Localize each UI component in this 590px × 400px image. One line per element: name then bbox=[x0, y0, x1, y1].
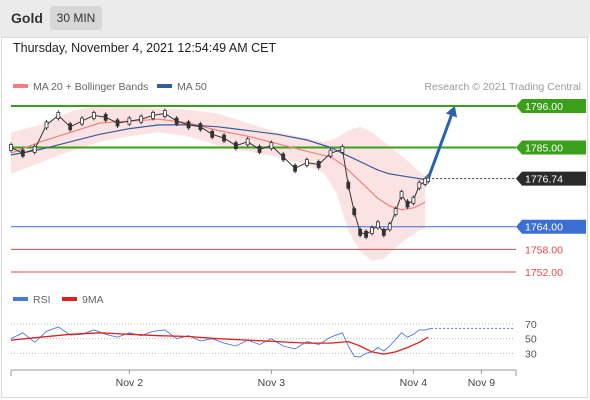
level-label: 1758.00 bbox=[525, 244, 563, 256]
price-candle bbox=[210, 130, 215, 138]
asset-name: Gold bbox=[11, 10, 43, 26]
timeframe-badge[interactable]: 30 MIN bbox=[50, 6, 102, 30]
legend-label: MA 50 bbox=[177, 81, 207, 93]
x-tick-label: Nov 3 bbox=[258, 377, 286, 389]
legend-swatch bbox=[13, 84, 28, 88]
price-candle bbox=[381, 228, 386, 236]
ma50-line bbox=[10, 124, 426, 181]
forecast-arrow-head bbox=[445, 106, 458, 118]
level-tag bbox=[516, 219, 586, 234]
price-candle bbox=[328, 149, 333, 157]
rsi-tick-label: 30 bbox=[525, 348, 537, 360]
ma20-line bbox=[10, 118, 426, 211]
rsi-line bbox=[10, 326, 432, 358]
price-candle bbox=[245, 138, 250, 146]
last-price-label: 1776.74 bbox=[525, 174, 563, 186]
price-candle bbox=[222, 134, 226, 142]
level-tag bbox=[516, 99, 586, 113]
price-candle bbox=[346, 181, 351, 189]
price-candle bbox=[340, 145, 345, 153]
x-tick-label: Nov 4 bbox=[400, 377, 428, 389]
x-tick-label: Nov 9 bbox=[468, 377, 496, 389]
price-candle bbox=[364, 230, 368, 238]
level-label: 1764.00 bbox=[525, 222, 563, 234]
x-tick-label: Nov 2 bbox=[116, 377, 144, 389]
price-candle bbox=[115, 119, 120, 127]
price-candle bbox=[151, 112, 155, 119]
price-candle bbox=[399, 191, 404, 199]
price-candle bbox=[281, 153, 286, 161]
level-label: 1796.00 bbox=[525, 101, 563, 113]
price-candle bbox=[174, 117, 179, 125]
level-label: 1752.00 bbox=[525, 267, 563, 279]
price-candle bbox=[91, 112, 96, 119]
chart-frame bbox=[1, 37, 588, 398]
price-candle bbox=[257, 145, 262, 153]
rsi-legend-swatch bbox=[13, 297, 28, 301]
price-candle bbox=[411, 196, 416, 204]
price-candle bbox=[139, 115, 144, 123]
price-candle bbox=[103, 113, 108, 121]
price-candle bbox=[358, 228, 363, 236]
price-candle bbox=[56, 112, 61, 119]
price-candle bbox=[393, 208, 398, 216]
rsi-ma-line bbox=[10, 332, 429, 355]
rsi-tick-label: 70 bbox=[525, 319, 537, 331]
price-candle bbox=[293, 164, 297, 172]
price-candle bbox=[387, 223, 392, 231]
price-candle bbox=[162, 110, 167, 117]
last-price-tag bbox=[516, 171, 586, 186]
price-candle bbox=[20, 149, 25, 157]
legend-swatch bbox=[157, 84, 172, 88]
price-candle bbox=[68, 123, 73, 131]
price-candle bbox=[233, 142, 238, 150]
bollinger-band bbox=[11, 104, 426, 261]
price-candle bbox=[370, 227, 374, 234]
price-candle bbox=[375, 221, 380, 229]
price-candle bbox=[186, 121, 191, 129]
price-candle bbox=[127, 117, 132, 125]
price-candle bbox=[269, 142, 274, 150]
rsi-legend-label: RSI bbox=[33, 294, 51, 306]
forecast-arrow-shaft bbox=[426, 114, 453, 180]
price-candle bbox=[304, 159, 309, 166]
price-candle bbox=[405, 200, 410, 208]
legend-label: MA 20 + Bollinger Bands bbox=[33, 81, 148, 93]
price-candle bbox=[417, 181, 422, 189]
header-bar: Gold 30 MIN bbox=[0, 0, 590, 37]
level-tag bbox=[516, 140, 586, 155]
price-candle bbox=[198, 123, 203, 131]
price-candle bbox=[32, 145, 37, 153]
level-label: 1785.00 bbox=[525, 143, 563, 155]
price-candle bbox=[44, 121, 49, 129]
rsi-legend-label: 9MA bbox=[82, 294, 104, 306]
timestamp: Thursday, November 4, 2021 12:54:49 AM C… bbox=[13, 41, 277, 55]
rsi-tick-label: 50 bbox=[525, 334, 537, 346]
price-candle bbox=[423, 178, 428, 185]
price-candle bbox=[9, 144, 13, 151]
price-candle bbox=[352, 208, 357, 216]
price-candle bbox=[316, 161, 321, 168]
price-candle bbox=[80, 117, 84, 125]
watermark: Research © 2021 Trading Central bbox=[424, 81, 581, 93]
rsi-legend-swatch bbox=[62, 297, 77, 301]
